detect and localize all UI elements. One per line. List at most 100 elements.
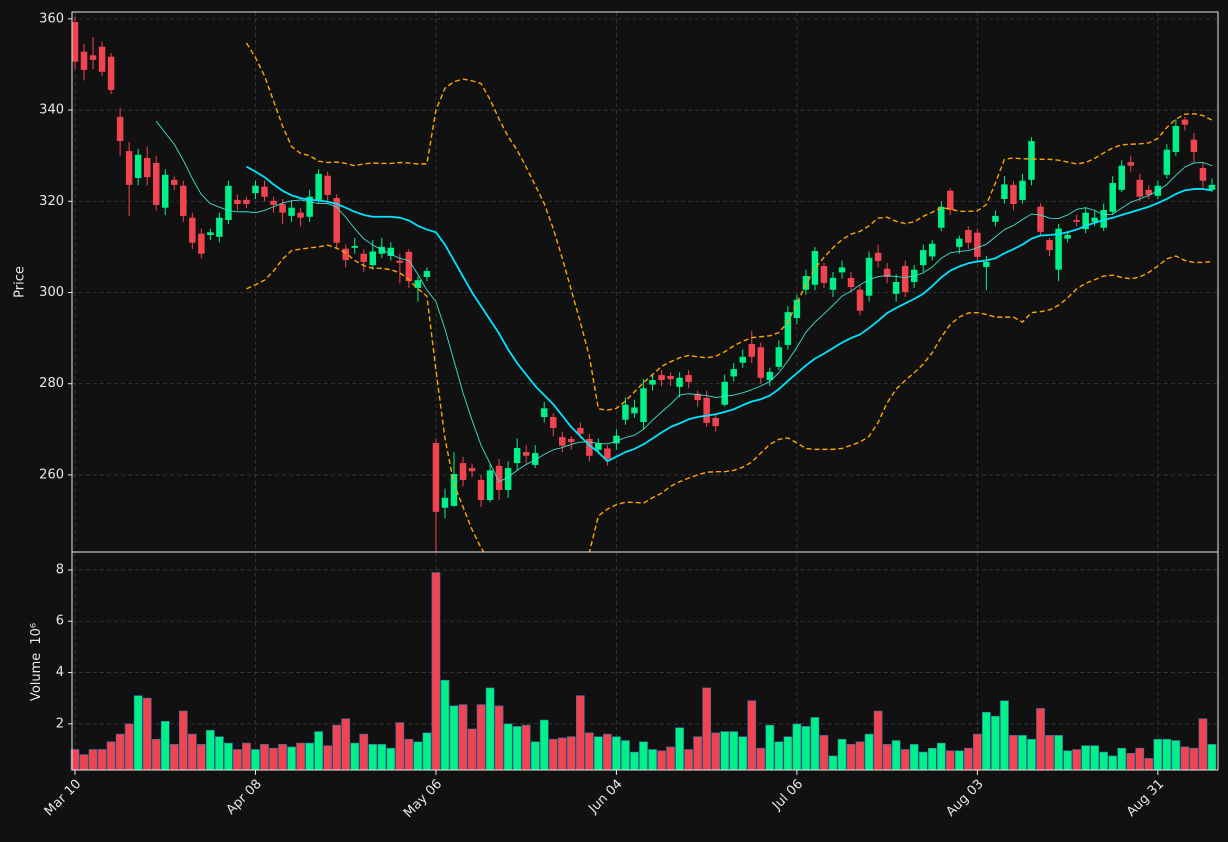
candle-body — [1064, 235, 1071, 239]
y-tick-label: 320 — [39, 194, 64, 209]
candle-body — [504, 468, 512, 490]
volume-bar — [314, 731, 323, 771]
candle-body — [613, 435, 620, 444]
line-series — [246, 165, 1213, 463]
volume-bar — [900, 749, 910, 771]
candle-body — [486, 470, 494, 501]
candle-body — [1037, 206, 1044, 232]
volume-bar — [332, 724, 342, 771]
volume-bar — [539, 719, 549, 771]
volume-bar — [215, 736, 224, 771]
candle-body — [1055, 228, 1062, 270]
candle-body — [189, 217, 196, 243]
volume-bar — [882, 744, 892, 771]
volume-bar — [350, 742, 360, 771]
candle-body — [938, 206, 945, 228]
volume-bar — [747, 700, 757, 771]
volume-bar — [187, 733, 197, 771]
volume-bar — [169, 744, 179, 771]
volume-bar — [115, 733, 125, 771]
candle-body — [784, 312, 792, 345]
volume-bar — [1036, 708, 1045, 771]
candle-body — [919, 250, 927, 266]
candle-body — [270, 200, 277, 205]
candle-body — [649, 380, 656, 385]
candle-body — [98, 46, 106, 72]
candle-body — [1145, 189, 1153, 195]
candle-body — [802, 276, 810, 290]
y-tick-label: 280 — [39, 376, 64, 391]
volume-bar — [575, 695, 585, 771]
candle-body — [378, 246, 386, 254]
volume-bar — [377, 744, 387, 771]
candle-body — [559, 437, 566, 446]
candle-body — [459, 463, 467, 480]
volume-bar — [675, 727, 684, 771]
candle-body — [1001, 184, 1008, 199]
volume-bar — [1144, 758, 1154, 771]
volume-bar — [945, 750, 955, 771]
candle-body — [531, 453, 539, 465]
volume-bar — [359, 733, 369, 771]
volume-label: Volume — [29, 653, 44, 701]
candle-body — [540, 408, 548, 417]
volume-bar — [512, 726, 522, 771]
volume-bar — [837, 738, 847, 771]
candle-body — [1046, 240, 1053, 251]
volume-bar — [720, 731, 730, 771]
candle-body — [685, 375, 692, 382]
candle-body — [180, 185, 187, 216]
volume-bar — [467, 728, 477, 771]
candle-body — [1091, 217, 1098, 222]
candle-body — [568, 438, 575, 443]
volume-bar — [973, 733, 982, 771]
candle-body — [342, 248, 349, 261]
candle-body — [477, 479, 485, 501]
candle-body — [279, 204, 286, 213]
candle-body — [143, 157, 151, 178]
candle-body — [360, 253, 368, 262]
candle-body — [261, 186, 268, 197]
candle-body — [134, 154, 142, 179]
volume-bar — [1126, 753, 1136, 771]
volume-bar — [819, 735, 829, 771]
candle-body — [1073, 219, 1080, 222]
candle-body — [495, 465, 503, 490]
volume-bar — [395, 722, 405, 771]
candle-body — [595, 442, 602, 450]
volume-bar — [341, 718, 351, 771]
candle-body — [89, 55, 97, 60]
candle-body — [161, 174, 169, 208]
candle-body — [838, 267, 846, 273]
volume-bar — [323, 745, 333, 771]
volume-bar — [639, 741, 648, 771]
candle-body — [1118, 165, 1125, 190]
candle-body — [1163, 149, 1171, 175]
candle-body — [577, 427, 584, 434]
candle-body — [80, 51, 88, 70]
candle-body — [631, 407, 638, 414]
volume-bar — [368, 744, 378, 771]
volume-bar — [909, 744, 919, 771]
volume-bar — [1162, 738, 1172, 771]
volume-bar — [711, 732, 721, 771]
volume-bar — [557, 737, 567, 771]
volume-bar — [440, 679, 450, 771]
candle-body — [252, 185, 259, 194]
y-tick-label: 4 — [56, 665, 64, 680]
volume-bar — [242, 742, 251, 771]
candle-body — [983, 261, 990, 267]
candle-body — [1028, 141, 1035, 180]
candle-body — [748, 344, 756, 357]
candle-body — [667, 375, 674, 380]
volume-bar — [846, 744, 856, 771]
volume-bar — [594, 736, 603, 771]
volume-bar — [431, 572, 441, 771]
price-axis-label: Price — [13, 266, 28, 298]
candle-body — [992, 215, 999, 222]
volume-bar — [458, 704, 468, 771]
line-series — [245, 42, 1213, 411]
volume-bar — [106, 741, 116, 771]
candle-body — [387, 247, 395, 257]
